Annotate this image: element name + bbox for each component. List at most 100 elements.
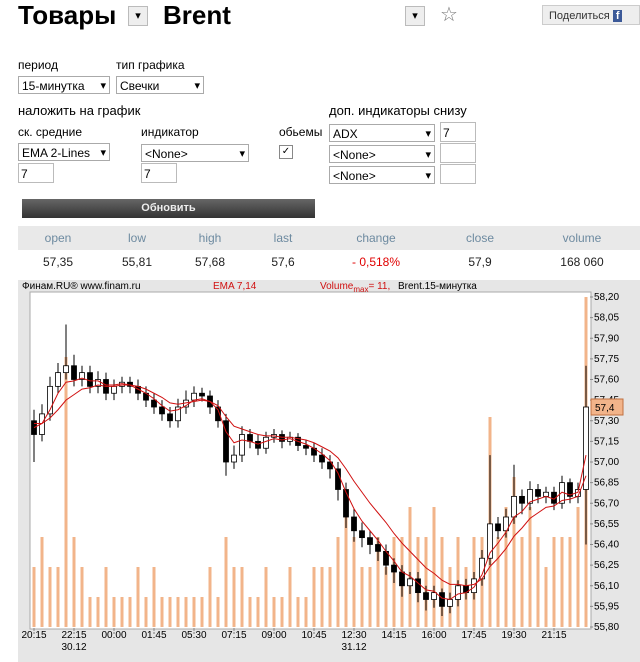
instrument-dropdown[interactable]: ▾ [405,6,425,26]
y-tick-label: 56,85 [594,478,619,489]
volume-bar [120,597,124,627]
volume-checkbox[interactable]: ✓ [279,145,293,159]
period-select[interactable]: 15-минутка [18,76,110,95]
indicator-select[interactable]: <None> [141,144,249,163]
candle-body [255,440,261,449]
y-tick-label: 57,60 [594,375,619,386]
candle-body [263,436,269,449]
ema-label: EMA 7,14 [213,281,257,292]
volume-bar [560,537,564,627]
ema-line [33,377,587,601]
lower-param: 7 [443,126,450,140]
volume-bar [496,537,500,627]
quote-header: low [127,231,146,245]
candle-body [407,578,413,587]
volume-bar [88,597,92,627]
x-tick-label: 17:45 [461,630,486,641]
candle-body [431,592,437,600]
candle-body [375,544,381,552]
ma-input[interactable]: 7 [18,163,54,183]
y-tick-label: 56,25 [594,560,619,571]
volume-bar [552,537,556,627]
candle-body [87,372,93,387]
volume-bar [520,537,524,627]
chart-subtitle: Brent.15-минутка [398,281,477,292]
volume-value: = 11, [368,281,390,292]
volume-bar [168,597,172,627]
indicator-label: индикатор [141,125,199,139]
candle-body [367,537,373,545]
lower-value: ADX [333,127,358,141]
lower-input[interactable] [440,143,476,163]
lower-input[interactable] [440,164,476,184]
indicator-param: 7 [144,167,151,181]
candle-body [199,392,205,397]
volume-bar [256,597,260,627]
candle-body [439,592,445,607]
x-tick-label: 16:00 [421,630,446,641]
volume-bar [312,567,316,627]
candle-body [495,523,501,532]
volume-bar [440,537,444,627]
share-button[interactable]: Поделиться f [542,5,640,25]
candle-body [447,599,453,607]
ema-line [34,384,587,587]
quote-header: close [465,231,494,245]
volume-bar [152,567,156,627]
favorite-star[interactable]: ☆ [440,4,458,26]
quote-value: 55,81 [121,255,153,269]
candle-body [343,489,349,518]
lower-select[interactable]: <None> [329,166,435,185]
volume-label: обьемы [279,125,323,139]
chart-type-value: Свечки [120,79,160,93]
x-tick-label: 14:15 [381,630,406,641]
candle-body [543,491,549,497]
volume-bar [200,597,204,627]
instrument: Brent [163,0,231,30]
y-tick-label: 56,40 [594,540,619,551]
candle-body [359,530,365,539]
update-button[interactable]: Обновить [22,199,315,218]
ma-select[interactable]: EMA 2-Lines [18,143,110,162]
volume-bar [56,567,60,627]
volume-bar [144,597,148,627]
volume-bar [216,597,220,627]
volume-bar [576,507,580,627]
volume-bar [160,597,164,627]
lower-select[interactable]: <None> [329,145,435,164]
lower-select[interactable]: ADX [329,124,435,143]
candle-body [63,365,69,374]
volume-bar [264,567,268,627]
x-tick-label: 07:15 [221,630,246,641]
share-text: Поделиться [549,10,610,22]
y-tick-label: 56,70 [594,498,619,509]
volume-bar [504,507,508,627]
y-tick-label: 56,10 [594,581,619,592]
period-label: период [18,58,58,72]
page-title: Товары [18,0,117,30]
candle-body [527,489,533,504]
volume-bar [296,597,300,627]
indicator-input[interactable]: 7 [141,163,177,183]
period-value: 15-минутка [22,79,85,93]
volume-bar [424,537,428,627]
volume-bar [176,597,180,627]
volume-bar [104,567,108,627]
volume-bar [544,567,548,627]
candle-body [71,365,77,380]
volume-bar [112,597,116,627]
volume-sub: max [353,285,368,294]
quote-header: volume [562,231,602,245]
volume-bar [536,537,540,627]
volume-bar [240,567,244,627]
volume-bar [192,597,196,627]
y-tick-label: 57,30 [594,416,619,427]
title-dropdown[interactable]: ▾ [128,6,148,26]
volume-bar [304,597,308,627]
lower-input[interactable]: 7 [440,122,476,142]
candle-body [503,516,509,532]
volume-label: Volumemax= 11, [320,281,390,294]
volume-bar [72,537,76,627]
chart-type-select[interactable]: Свечки [116,76,204,95]
